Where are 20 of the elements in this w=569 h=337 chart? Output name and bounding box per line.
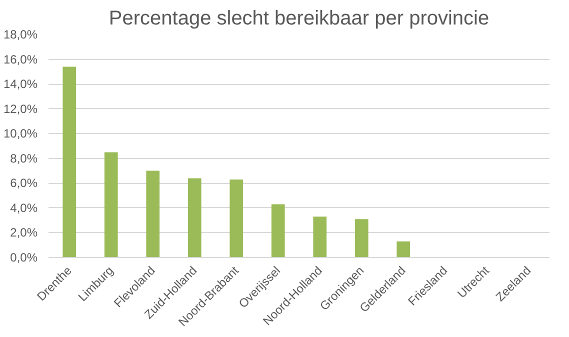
bar: [146, 170, 160, 258]
y-tick-label: 18,0%: [3, 28, 38, 42]
y-tick-label: 14,0%: [3, 77, 38, 92]
bar: [396, 241, 410, 258]
bar: [62, 66, 76, 258]
y-tick-label: 10,0%: [3, 126, 38, 141]
y-tick-label: 8,0%: [10, 151, 38, 166]
y-tick-label: 12,0%: [3, 102, 38, 116]
bar: [104, 152, 118, 258]
y-tick-label: 4,0%: [10, 200, 38, 215]
bar: [188, 178, 202, 258]
y-tick-label: 0,0%: [10, 250, 38, 264]
bar: [354, 219, 368, 258]
bar: [313, 216, 327, 258]
y-tick-label: 6,0%: [10, 176, 38, 190]
chart-title: Percentage slecht bereikbaar per provincie: [108, 8, 490, 30]
y-tick-label: 2,0%: [10, 226, 38, 240]
bar: [230, 179, 244, 258]
y-tick-label: 16,0%: [3, 52, 38, 66]
bar: [271, 204, 285, 258]
